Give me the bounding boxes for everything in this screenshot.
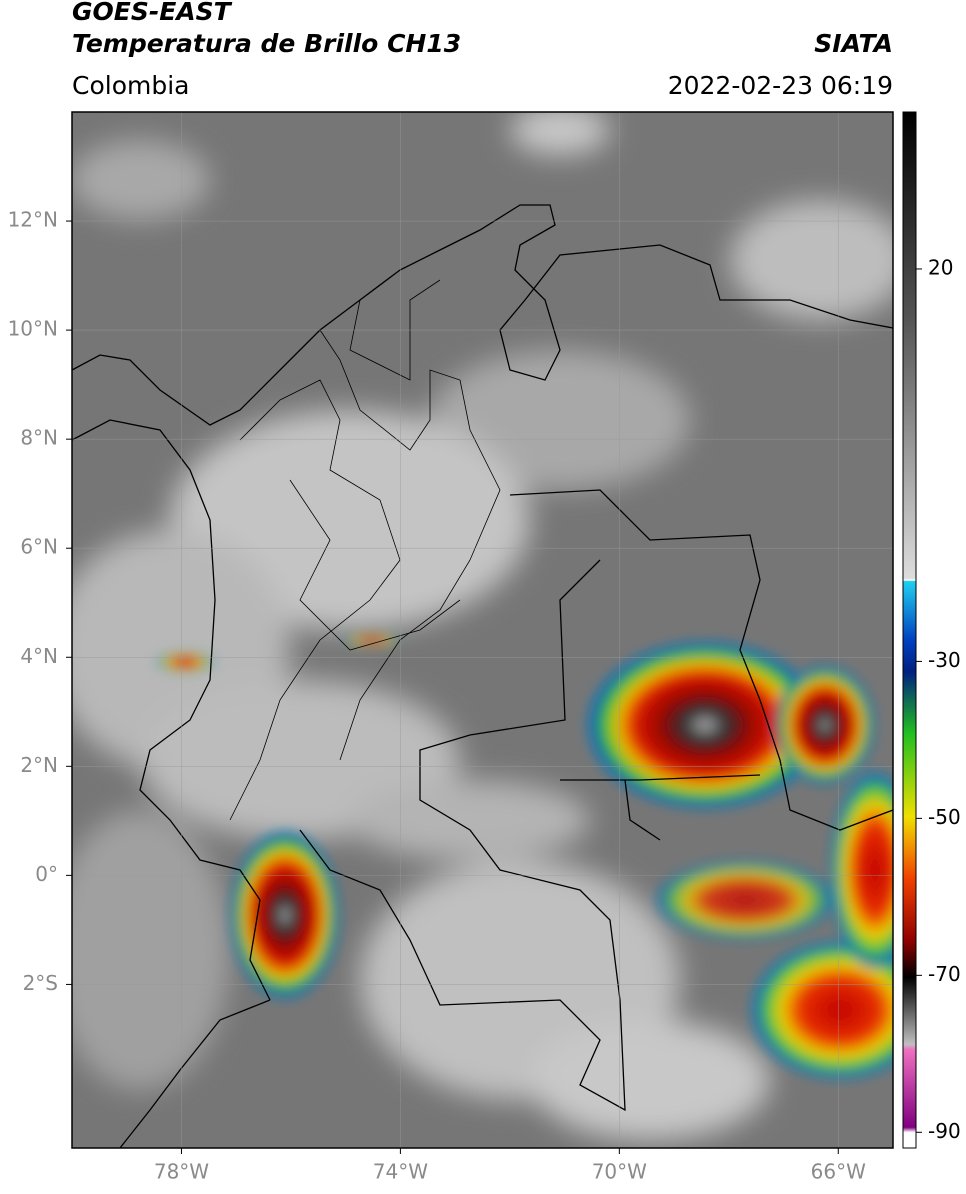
header-line: GOES-EAST xyxy=(72,0,233,26)
y-tick-label: 2°S xyxy=(23,971,58,995)
colorbar-label: 20 xyxy=(928,255,953,279)
datetime: 2022-02-23 06:19 xyxy=(668,71,893,100)
y-tick-label: 6°N xyxy=(20,535,58,559)
title: Temperatura de Brillo CH13 xyxy=(72,29,461,58)
y-tick-label: 4°N xyxy=(20,644,58,668)
colorbar xyxy=(902,111,917,1149)
x-tick-label: 70°W xyxy=(592,1160,647,1184)
x-tick-label: 74°W xyxy=(373,1160,428,1184)
y-tick-label: 0° xyxy=(35,862,58,886)
map-frame xyxy=(71,111,894,1149)
colorbar-label: -30 xyxy=(928,648,961,672)
y-tick-label: 2°N xyxy=(20,753,58,777)
source: SIATA xyxy=(814,29,893,58)
satellite-image xyxy=(72,112,893,1148)
x-tick-label: 66°W xyxy=(811,1160,866,1184)
colorbar-label: -90 xyxy=(928,1119,961,1143)
y-tick-label: 8°N xyxy=(20,426,58,450)
region: Colombia xyxy=(72,71,189,100)
x-tick-label: 78°W xyxy=(154,1160,209,1184)
y-tick-label: 10°N xyxy=(8,317,58,341)
y-tick-label: 12°N xyxy=(8,208,58,232)
grid xyxy=(72,112,893,1148)
colorbar-label: -50 xyxy=(928,805,961,829)
colorbar-label: -70 xyxy=(928,962,961,986)
